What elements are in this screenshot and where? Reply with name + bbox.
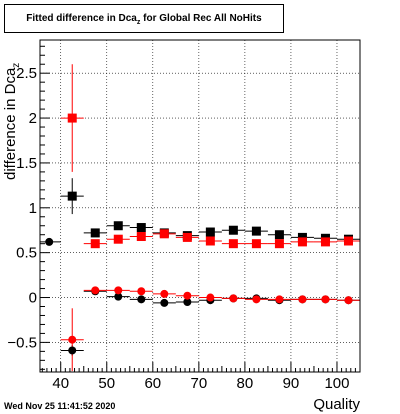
circle-marker [183,291,192,300]
y-axis-label: difference in Dcaz [2,62,22,180]
circle-marker [183,298,192,307]
circle-marker [321,295,330,304]
error-bars [40,64,360,372]
y-tick-label: 1 [29,200,37,217]
y-tick-label: 0 [29,290,37,307]
title-box: Fitted difference in Dcaz for Global Rec… [4,4,284,33]
circle-marker [137,295,146,304]
square-marker [136,223,146,233]
square-marker [228,239,238,249]
x-tick-label: 50 [98,375,115,392]
circle-marker [298,295,307,304]
y-tick-label: 2 [29,110,37,127]
plot-frame [39,39,361,373]
circle-marker [114,292,123,301]
chart-title: Fitted difference in Dcaz for Global Rec… [26,13,262,26]
square-marker [228,225,238,235]
data-points [45,113,353,355]
square-marker [136,232,146,242]
circle-marker [68,335,77,344]
circle-marker [137,287,146,296]
square-marker [159,229,169,239]
square-marker [343,236,353,246]
square-marker [274,230,284,240]
square-marker [113,234,123,244]
square-marker [251,239,261,249]
circle-marker [252,295,261,304]
y-tick-label: −0.5 [7,334,37,351]
circle-marker [160,289,169,298]
square-marker [67,191,77,201]
x-tick-label: 90 [283,375,300,392]
circle-marker [68,346,77,355]
circle-marker [114,286,123,295]
square-marker [320,237,330,247]
square-marker [297,237,307,247]
x-tick-label: 70 [191,375,208,392]
x-axis-label: Quality [313,396,360,413]
square-marker [205,227,215,237]
circle-marker [229,294,238,303]
date-stamp: Wed Nov 25 11:41:52 2020 [4,401,116,411]
circle-marker [45,237,54,246]
y-tick-label: 0.5 [16,245,37,262]
square-marker [90,239,100,249]
circle-marker [275,295,284,304]
x-tick-label: 60 [144,375,161,392]
x-tick-label: 40 [52,375,69,392]
circle-marker [160,298,169,307]
square-marker [113,221,123,231]
square-marker [251,226,261,236]
axis-ticks: 40 50 60 70 80 90 100 −0.5 0 0.5 1 1.5 2 2.5 [7,45,361,392]
y-tick-label: 2.5 [16,65,37,82]
x-tick-label: 80 [237,375,254,392]
grid-lines [40,40,360,372]
circle-marker [206,293,215,302]
square-marker [67,113,77,123]
y-tick-label: 1.5 [16,155,37,172]
circle-marker [344,296,353,305]
square-marker [274,239,284,249]
square-marker [90,228,100,238]
x-tick-label: 100 [324,375,349,392]
circle-marker [91,286,100,295]
square-marker [182,232,192,242]
square-marker [205,236,215,246]
